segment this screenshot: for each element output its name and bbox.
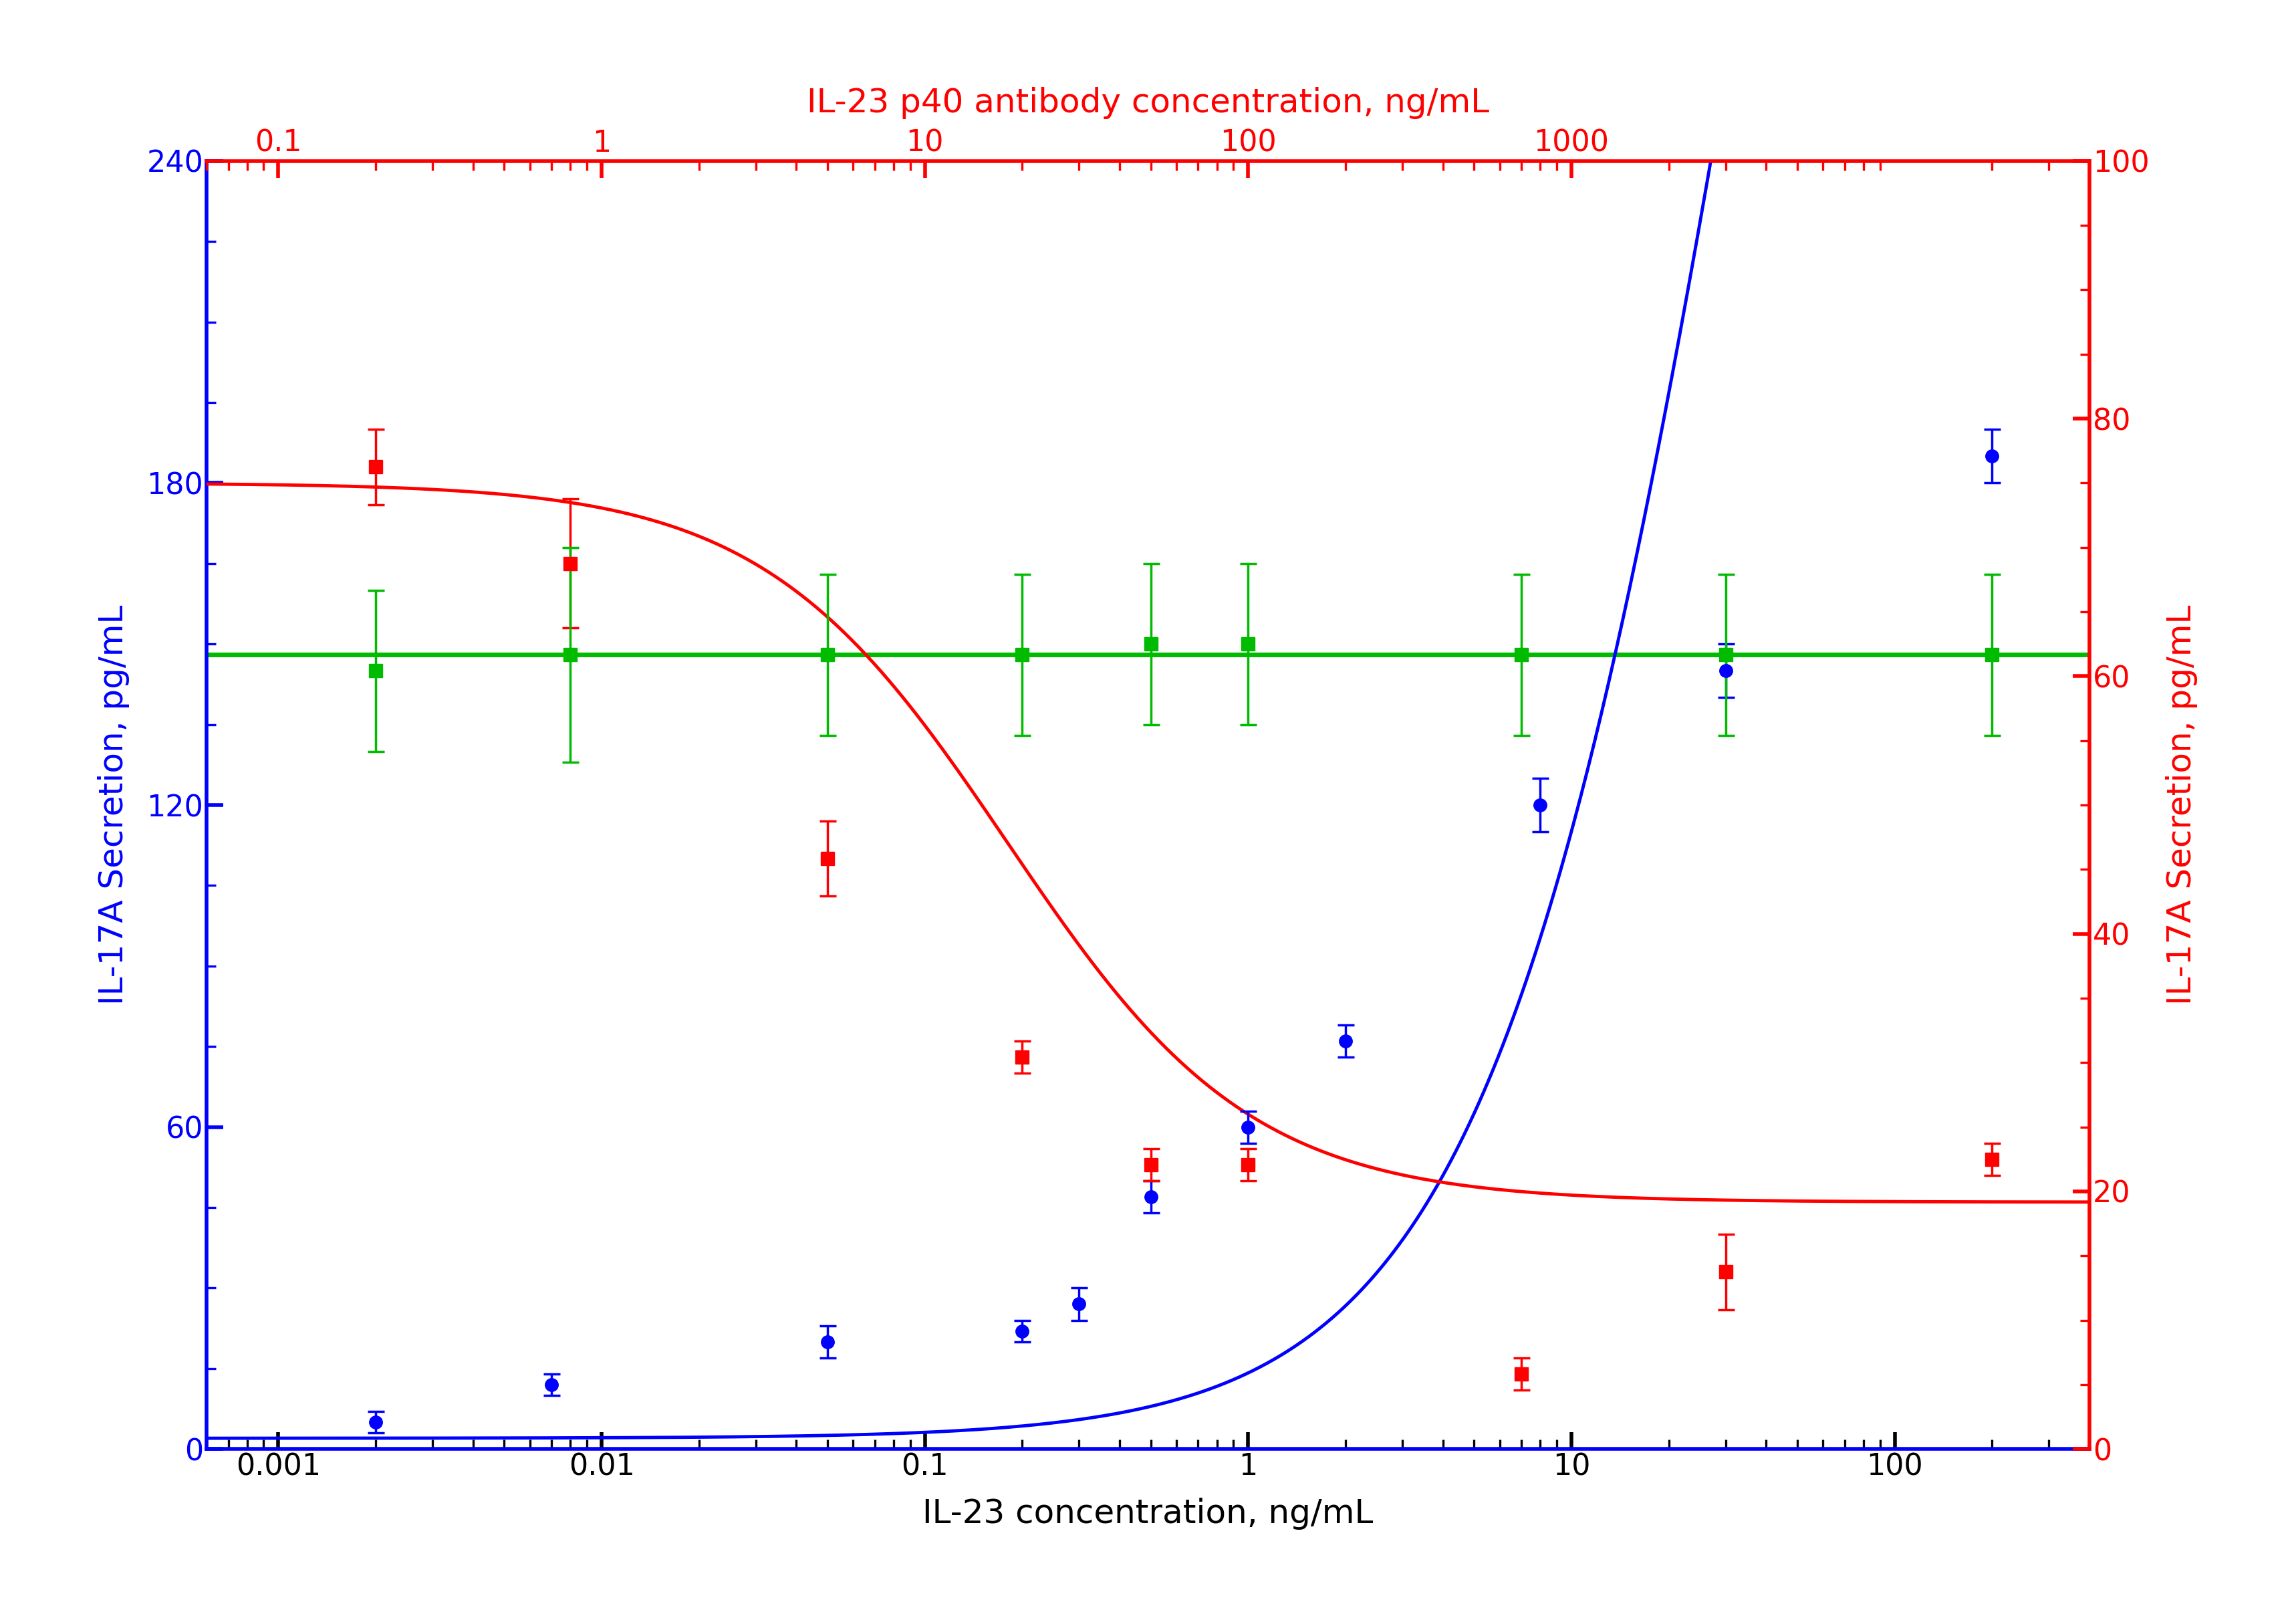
X-axis label: IL-23 concentration, ng/mL: IL-23 concentration, ng/mL: [923, 1497, 1373, 1529]
Y-axis label: IL-17A Secretion, pg/mL: IL-17A Secretion, pg/mL: [99, 605, 131, 1005]
X-axis label: IL-23 p40 antibody concentration, ng/mL: IL-23 p40 antibody concentration, ng/mL: [806, 87, 1490, 119]
Y-axis label: IL-17A Secretion, pg/mL: IL-17A Secretion, pg/mL: [2165, 605, 2197, 1005]
